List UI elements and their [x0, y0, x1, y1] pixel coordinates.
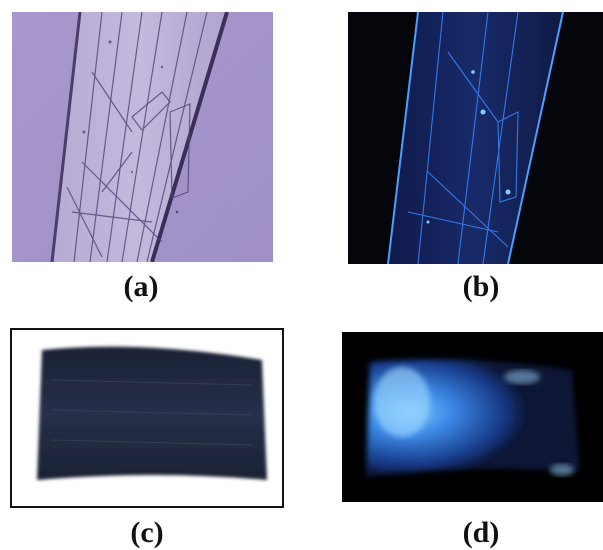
caption-b: (b) [462, 270, 500, 303]
caption-c: (c) [130, 516, 164, 549]
micrograph-a [12, 12, 273, 262]
caption-d: (d) [462, 516, 500, 549]
micrograph-c [10, 328, 284, 508]
micrograph-d [342, 332, 603, 502]
micrograph-b [348, 12, 603, 264]
caption-a: (a) [123, 270, 159, 303]
